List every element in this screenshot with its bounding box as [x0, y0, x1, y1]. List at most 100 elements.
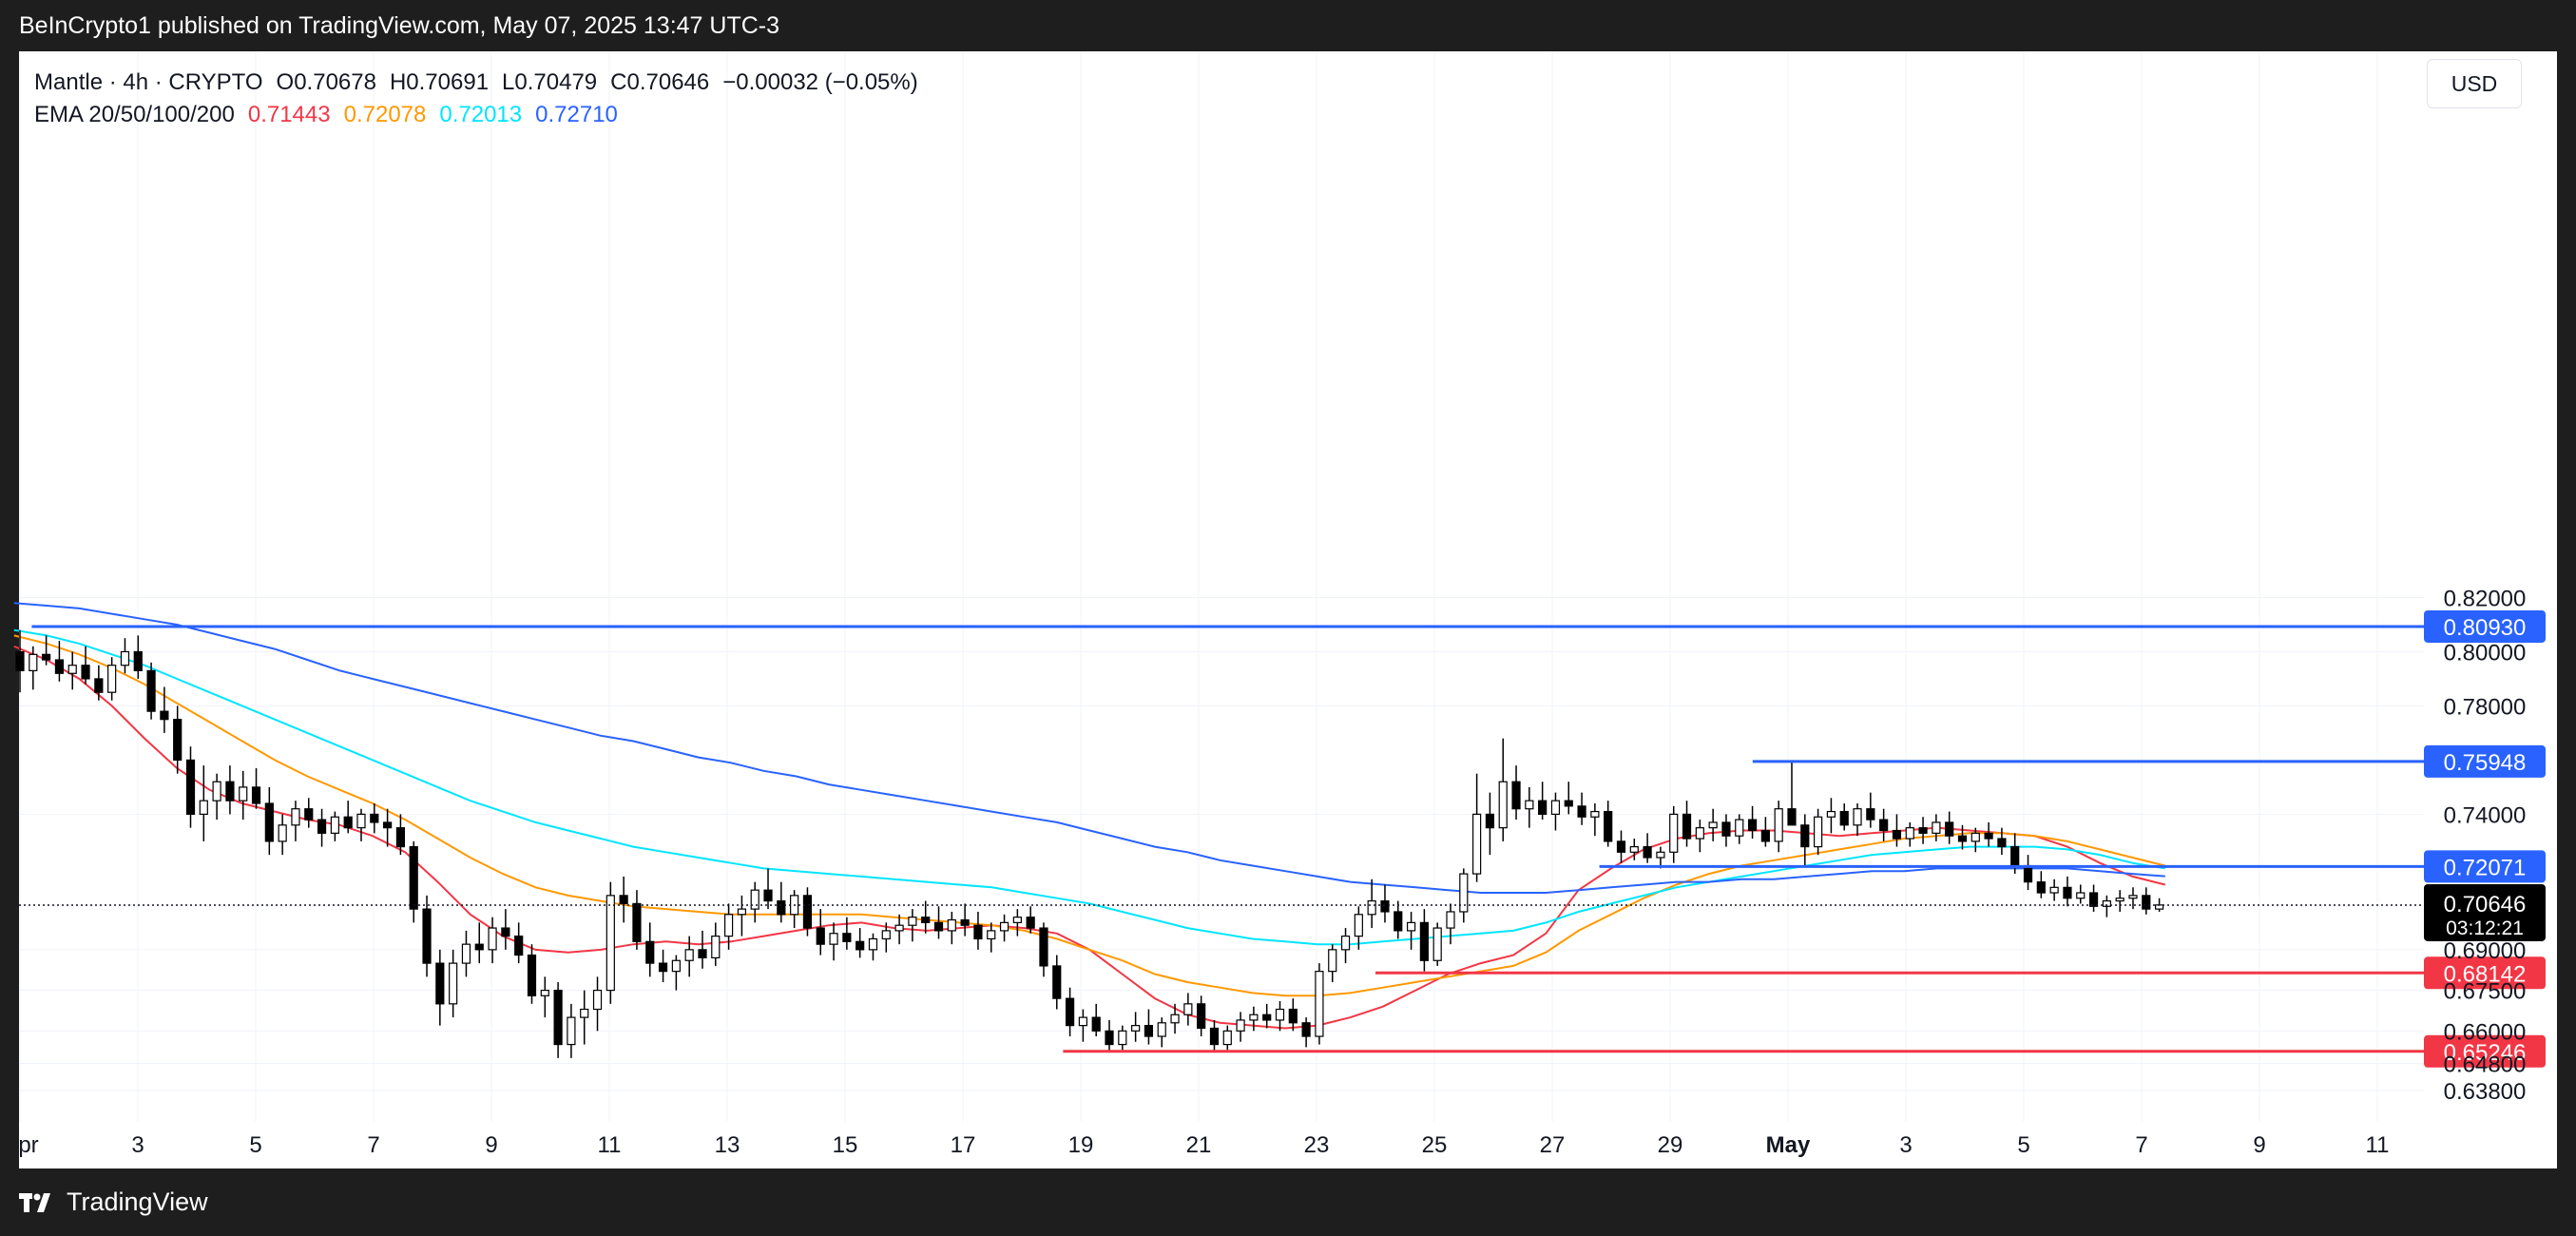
candle	[580, 990, 589, 1045]
level-price-label: 0.72071	[2444, 855, 2527, 880]
ema200-value: 0.72710	[535, 102, 618, 127]
candle-body	[1970, 832, 1980, 842]
candle-body	[317, 819, 327, 834]
candle-body	[225, 781, 235, 801]
candle	[1144, 1009, 1154, 1045]
candle-body	[1747, 819, 1758, 832]
ema-row: EMA 20/50/100/200 0.71443 0.72078 0.7201…	[34, 99, 918, 131]
candle	[1577, 792, 1586, 825]
candle-body	[1511, 781, 1521, 810]
level-price-label: 0.68142	[2444, 961, 2527, 987]
candle	[2115, 890, 2124, 912]
candle-body	[553, 989, 563, 1046]
level-price-label: 0.65246	[2444, 1040, 2527, 1066]
candle-body	[435, 962, 445, 1005]
candle	[107, 657, 117, 701]
candle-body	[1629, 845, 1639, 853]
candle-body	[304, 808, 314, 821]
candle-body	[1039, 927, 1048, 967]
candle	[1984, 821, 1993, 847]
candle	[514, 922, 524, 964]
candle	[474, 922, 484, 964]
chart-legend: Mantle · 4h · CRYPTO O0.70678 H0.70691 L…	[34, 67, 918, 131]
candle-body	[2142, 895, 2151, 910]
candle-body	[737, 908, 747, 916]
candle	[1485, 792, 1495, 856]
candle-body	[1459, 873, 1469, 913]
candle-body	[1525, 800, 1534, 810]
countdown-label: 03:12:21	[2446, 917, 2524, 939]
candle	[855, 928, 865, 958]
candle-body	[1590, 810, 1600, 818]
tradingview-logo[interactable]: TradingView	[19, 1188, 208, 1217]
candle-body	[619, 895, 628, 905]
candle-body	[1105, 1030, 1114, 1046]
ohlc-close: C0.70646	[610, 69, 710, 95]
candle-body	[1340, 936, 1351, 951]
candle-body	[1892, 829, 1902, 840]
y-tick-label: 0.69000	[2444, 938, 2527, 964]
candle	[1367, 879, 1376, 929]
candle-body	[2115, 898, 2124, 902]
candle-body	[1735, 819, 1744, 837]
candle	[343, 801, 353, 834]
candle-body	[1446, 911, 1455, 929]
candle-body	[592, 989, 603, 1011]
price-label-box	[2424, 609, 2546, 643]
candle-body	[1026, 917, 1035, 929]
candle-body	[645, 940, 655, 964]
candle	[1394, 900, 1403, 939]
candle	[1669, 805, 1679, 863]
ema20-value: 0.71443	[247, 102, 331, 127]
candle	[1301, 1017, 1311, 1048]
candle	[1157, 1017, 1166, 1048]
candle-body	[999, 921, 1009, 932]
candle-body	[1131, 1025, 1141, 1032]
candle-body	[1721, 821, 1731, 837]
candle	[435, 949, 445, 1026]
candle	[868, 933, 878, 961]
candle-body	[855, 940, 865, 951]
candle-body	[1157, 1022, 1166, 1037]
candle-body	[881, 930, 891, 940]
candle-body	[1419, 921, 1429, 961]
candle-body	[54, 659, 65, 674]
candle	[1065, 987, 1075, 1037]
candle	[750, 881, 759, 923]
candle	[1525, 786, 1534, 828]
symbol-label[interactable]: Mantle · 4h · CRYPTO	[34, 69, 263, 95]
candle	[1380, 884, 1390, 923]
candle-body	[750, 889, 759, 910]
candle-body	[2049, 886, 2059, 894]
candle	[15, 629, 25, 693]
candle	[1616, 830, 1626, 863]
candle-body	[29, 653, 38, 672]
candle-body	[684, 949, 694, 961]
candle	[199, 765, 208, 841]
candle-body	[42, 653, 51, 661]
candle	[790, 890, 799, 929]
candle	[2142, 887, 2151, 915]
x-tick-label: 3	[131, 1132, 144, 1158]
candle	[1511, 765, 1521, 821]
candle-body	[921, 917, 931, 923]
candle-body	[199, 800, 208, 816]
candle	[1026, 906, 1035, 934]
ema-line-ema100	[13, 628, 2165, 946]
x-tick-label: pr	[18, 1132, 38, 1158]
candle-body	[239, 786, 248, 801]
candle-body	[1144, 1025, 1154, 1037]
candle	[1209, 1019, 1220, 1053]
candle	[1682, 801, 1692, 847]
candle	[42, 635, 51, 666]
candle	[1656, 846, 1665, 869]
candle-body	[1498, 781, 1508, 829]
currency-button[interactable]: USD	[2427, 59, 2522, 108]
candle	[2088, 884, 2099, 912]
candle	[67, 651, 77, 690]
candle	[1695, 820, 1704, 853]
candle-body	[212, 781, 221, 801]
ema-label[interactable]: EMA 20/50/100/200	[34, 102, 235, 127]
candle	[1538, 782, 1548, 821]
